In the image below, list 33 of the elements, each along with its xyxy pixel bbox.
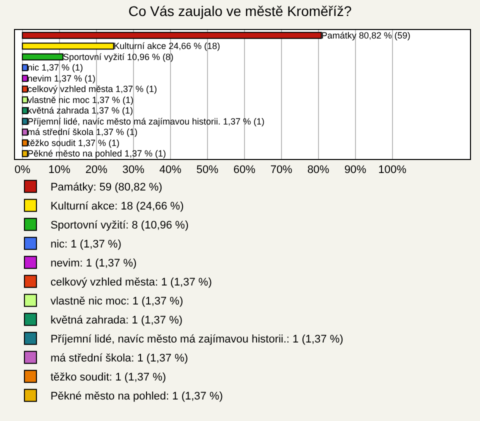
data-label: Sportovní vyžití 10,96 % (8) [62, 52, 174, 62]
legend-label: nic: 1 (1,37 %) [50, 238, 122, 251]
legend-label: Pěkné město na pohled: 1 (1,37 %) [50, 390, 223, 403]
x-tick-label: 90% [344, 164, 367, 176]
data-label: nevim 1,37 % (1) [27, 73, 96, 84]
legend-label: celkový vzhled města: 1 (1,37 %) [50, 276, 212, 289]
data-label: nic 1,37 % (1) [27, 62, 83, 73]
x-tick-label: 60% [233, 164, 256, 176]
x-tick-label: 10% [48, 164, 71, 176]
data-label: květná zahrada 1,37 % (1) [27, 106, 134, 116]
x-tick-label: 40% [159, 164, 182, 176]
x-tick-label: 30% [122, 164, 145, 176]
legend-label: nevim: 1 (1,37 %) [50, 258, 137, 270]
data-label: Kulturní akce 24,66 % (18) [114, 41, 220, 52]
legend-label: květná zahrada: 1 (1,37 %) [50, 314, 183, 327]
data-label: Příjemní lidé, navíc město má zajímavou historii. 1,37 % (1) [27, 116, 265, 126]
data-label: Památky 80,82 % (59) [321, 30, 410, 40]
legend-label: Památky: 59 (80,82 %) [50, 182, 162, 194]
data-label: má střední škola 1,37 % (1) [27, 127, 138, 138]
x-tick-label: 0% [14, 164, 31, 176]
legend-label: těžko soudit: 1 (1,37 %) [50, 372, 166, 384]
chart-title: Co Vás zaujalo ve městě Kroměříž? [128, 3, 352, 20]
data-label: Pěkné město na pohled 1,37 % (1) [27, 148, 166, 159]
legend-label: vlastně nic moc: 1 (1,37 %) [50, 296, 184, 308]
legend-label: Sportovní vyžití: 8 (10,96 %) [50, 220, 189, 232]
x-tick-label: 100% [378, 164, 407, 176]
legend-label: Příjemní lidé, navíc město má zajímavou historii.: 1 (1,37 %) [50, 334, 344, 346]
x-tick-label: 70% [270, 164, 293, 176]
legend-label: má střední škola: 1 (1,37 %) [50, 352, 188, 365]
x-tick-label: 50% [196, 164, 219, 176]
legend-label: Kulturní akce: 18 (24,66 %) [50, 200, 184, 213]
x-tick-label: 80% [307, 164, 330, 176]
x-tick-label: 20% [85, 164, 108, 176]
